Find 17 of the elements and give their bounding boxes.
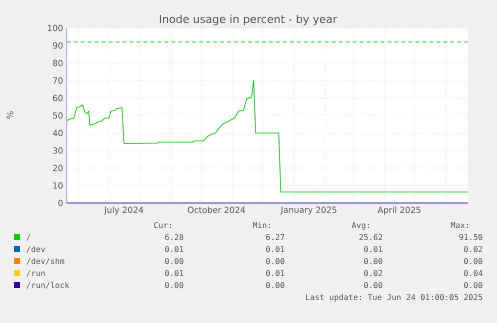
y-axis-title: %	[6, 111, 14, 119]
chart-title: Inode usage in percent - by year	[160, 14, 338, 26]
y-tick-label: 50	[53, 112, 63, 119]
x-tick-label: January 2025	[280, 206, 336, 215]
y-tick-label: 0	[58, 200, 63, 206]
y-tick-label: 100	[48, 24, 63, 32]
y-tick-label: 90	[52, 42, 63, 49]
y-tick-label: 30	[53, 147, 63, 154]
x-tick-label: October 2024	[188, 206, 246, 214]
y-tick-label: 60	[53, 94, 63, 102]
y-tick-label: 80	[52, 60, 63, 66]
y-tick-label: 40	[52, 130, 63, 136]
y-tick-label: 20	[53, 164, 63, 172]
y-tick-label: 70	[53, 77, 63, 84]
y-tick-label: 10	[53, 182, 63, 189]
x-tick-label: July 2024	[104, 206, 144, 215]
x-tick-label: April 2025	[378, 206, 420, 215]
